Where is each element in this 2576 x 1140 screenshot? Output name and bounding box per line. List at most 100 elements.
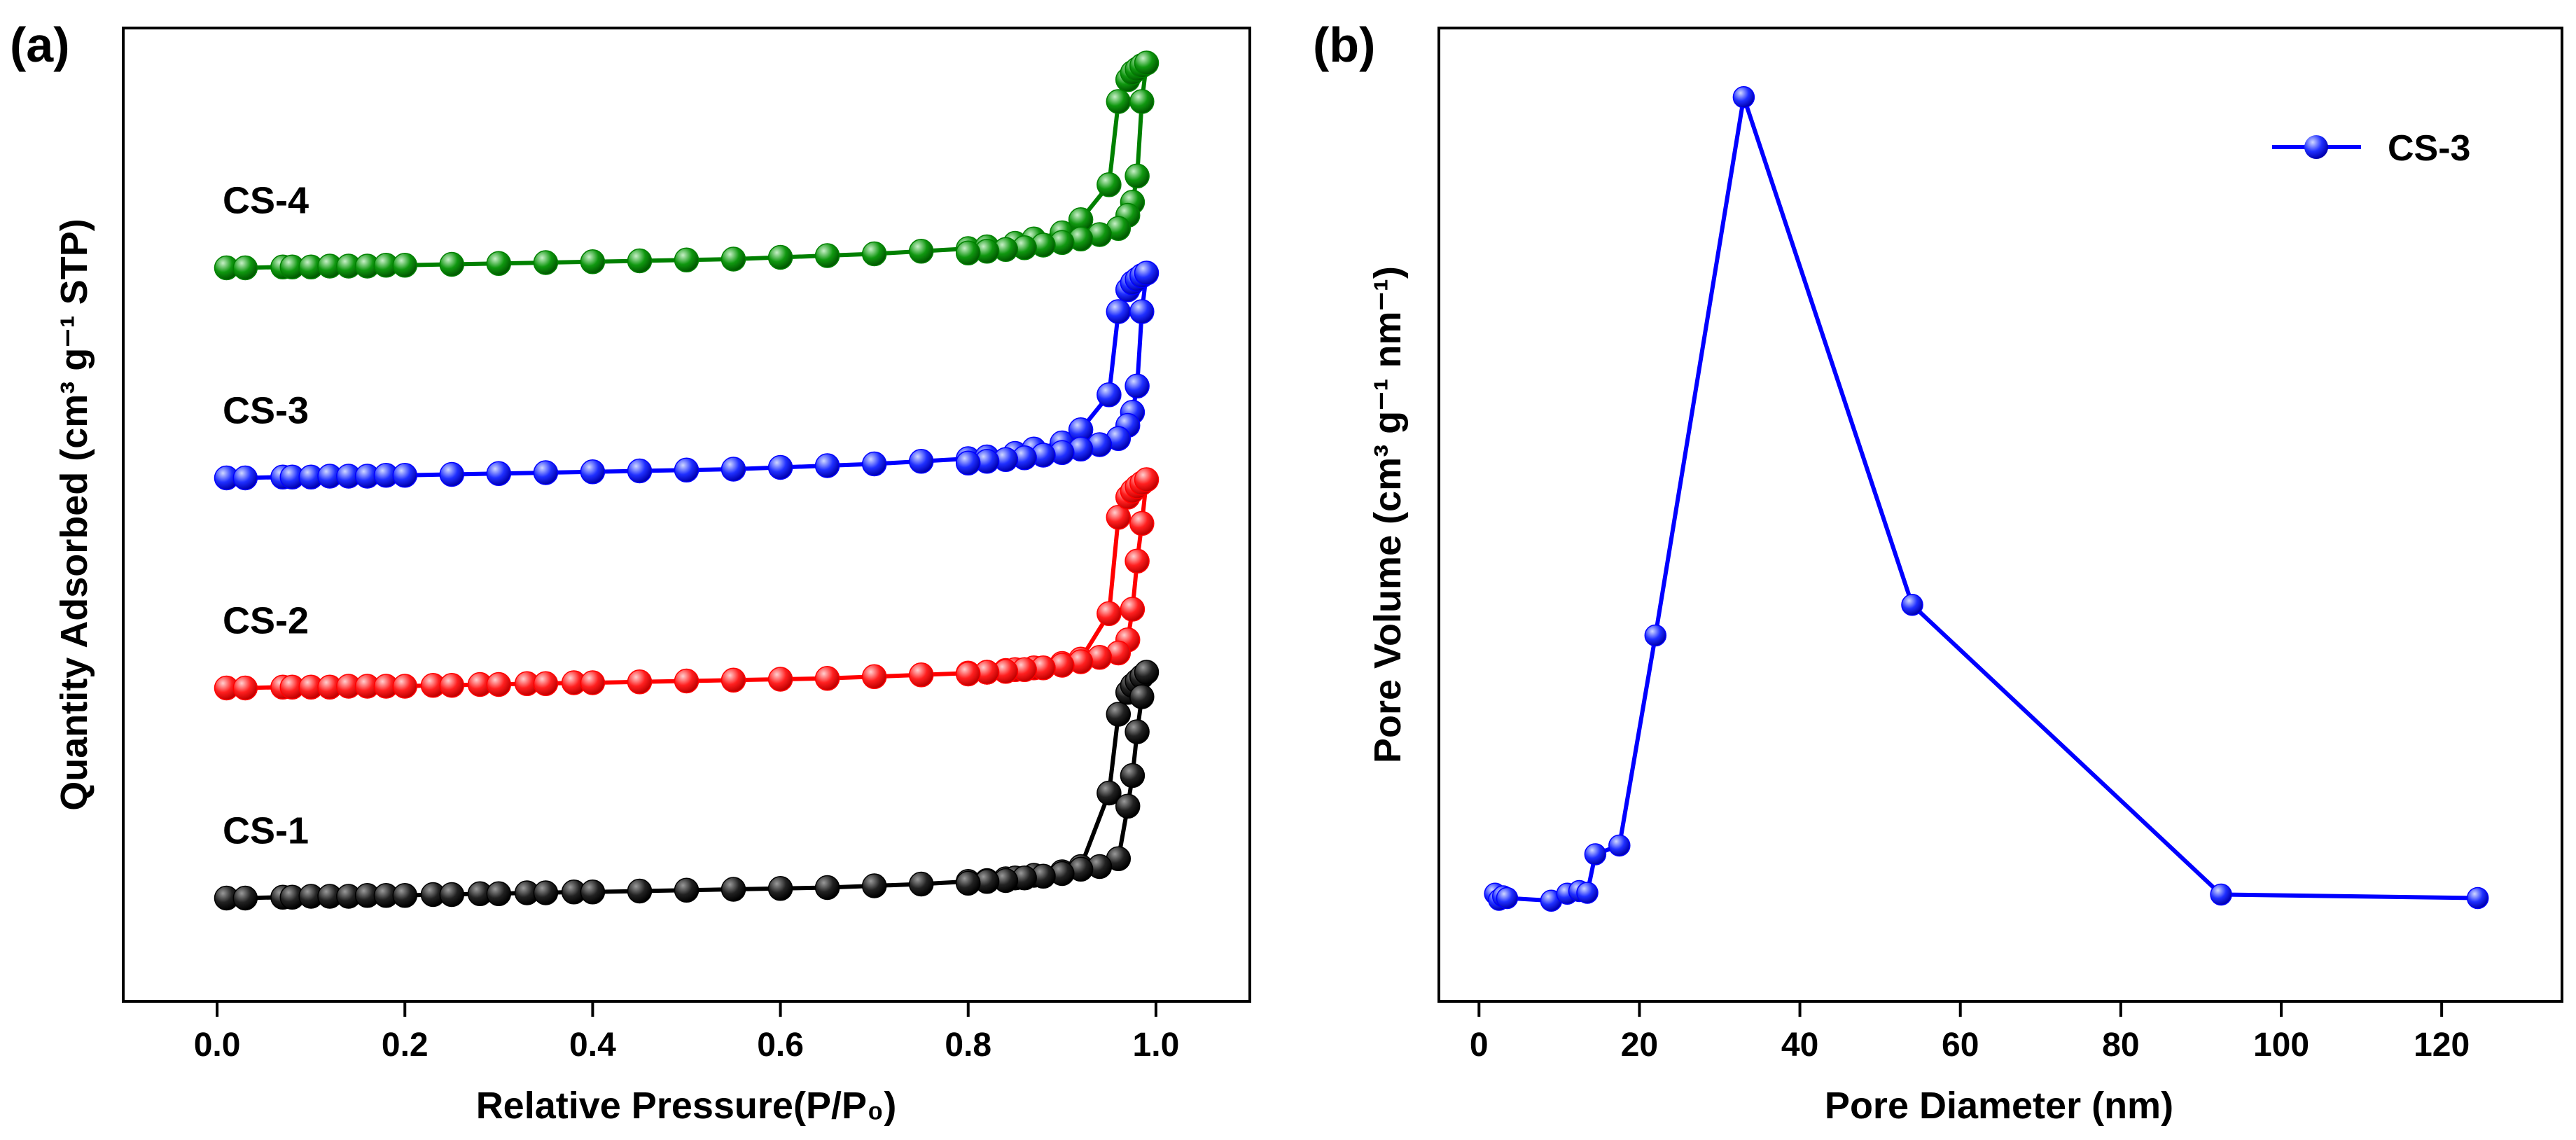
- data-point-cs-1: [1129, 684, 1155, 709]
- data-point-cs-1: [814, 875, 840, 901]
- x-tick-label: 20: [1621, 1027, 1658, 1064]
- panel-a-x-axis-title: Relative Pressure(P/P₀): [476, 1085, 897, 1127]
- series-label-cs-4: CS-4: [223, 180, 309, 222]
- data-point-cs-4: [814, 243, 840, 268]
- data-point-cs-4: [1129, 89, 1155, 114]
- data-point-cs-4: [908, 239, 934, 264]
- data-point-cs-1: [1115, 793, 1141, 819]
- data-point-cs-2: [720, 667, 746, 693]
- panel-a-x-axis: 0.0 0.2 0.4 0.6 0.8 1.0: [194, 1001, 1180, 1064]
- data-point-cs-4: [533, 250, 559, 275]
- data-point-cs-1: [767, 876, 793, 901]
- data-point-cs-4: [580, 249, 606, 274]
- data-point-cs-1: [232, 885, 258, 911]
- data-point-cs-2: [861, 664, 887, 690]
- panel-b-plot-area: [1484, 86, 2489, 912]
- data-point-cs-1: [861, 873, 887, 898]
- legend-marker: [2304, 135, 2328, 159]
- data-point-cs-3: [861, 451, 887, 477]
- data-point-cs-3: [908, 449, 934, 474]
- data-point-cs-3: [1496, 887, 1519, 910]
- data-point-cs-3: [955, 450, 981, 476]
- panel-b-legend: CS-3: [2272, 128, 2470, 169]
- data-point-cs-3: [1732, 86, 1755, 109]
- data-point-cs-4: [674, 247, 699, 273]
- x-tick-label: 0: [1470, 1027, 1489, 1064]
- data-point-cs-3: [2466, 887, 2489, 910]
- data-point-cs-1: [1096, 780, 1122, 806]
- data-point-cs-3: [232, 465, 258, 491]
- data-point-cs-4: [955, 240, 981, 266]
- data-point-cs-4: [1106, 89, 1132, 114]
- data-point-cs-2: [767, 667, 793, 692]
- series-cs-2: [214, 467, 1160, 701]
- series-cs-1: [214, 660, 1160, 911]
- data-point-cs-4: [1096, 172, 1122, 197]
- data-point-cs-2: [580, 670, 606, 695]
- data-point-cs-3: [392, 463, 418, 488]
- data-point-cs-1: [1134, 660, 1160, 685]
- panel-a: (a) 0.0 0.2 0.4 0.6 0.8 1.0 CS-1CS-2CS-3CS-4 …: [10, 18, 1251, 1127]
- data-point-cs-2: [908, 662, 934, 688]
- series-cs-4: [214, 50, 1160, 281]
- data-point-cs-4: [861, 241, 887, 267]
- data-point-cs-1: [392, 883, 418, 908]
- data-point-cs-3: [720, 457, 746, 482]
- x-tick-label: 60: [1942, 1027, 1979, 1064]
- data-point-cs-2: [1096, 601, 1122, 627]
- panel-b: (b) 0 20 40 60 80 100 120 CS-3 Pore Diameter (…: [1313, 18, 2563, 1127]
- x-tick-label: 120: [2414, 1027, 2470, 1064]
- panel-a-plot-area: [214, 50, 1160, 911]
- series-cs-3: [214, 260, 1160, 491]
- x-tick-label: 1.0: [1133, 1027, 1180, 1064]
- data-point-cs-1: [627, 878, 653, 904]
- data-point-cs-3: [1129, 299, 1155, 324]
- data-point-cs-3: [1901, 594, 1923, 616]
- data-point-cs-4: [767, 244, 793, 270]
- panel-b-y-axis-title: Pore Volume (cm³ g⁻¹ nm⁻¹): [1367, 266, 1409, 763]
- series-label-cs-1: CS-1: [223, 810, 309, 852]
- data-point-cs-2: [674, 668, 699, 694]
- x-tick-label: 80: [2102, 1027, 2139, 1064]
- panel-a-frame: [122, 27, 1251, 1003]
- data-point-cs-1: [720, 877, 746, 902]
- data-point-cs-4: [392, 253, 418, 278]
- data-point-cs-3: [1644, 624, 1667, 647]
- data-point-cs-3: [1584, 843, 1607, 866]
- series-line-cs-1: [226, 670, 1149, 901]
- panel-b-x-axis-title: Pore Diameter (nm): [1825, 1085, 2173, 1127]
- data-point-cs-1: [674, 877, 699, 903]
- series-label-cs-2: CS-2: [223, 600, 309, 642]
- data-point-cs-3: [486, 461, 512, 487]
- series-cs-3: [1484, 86, 2489, 912]
- series-line-cs-2: [226, 478, 1149, 690]
- panel-b-x-axis: 0 20 40 60 80 100 120: [1470, 1001, 2470, 1064]
- data-point-cs-2: [1129, 510, 1155, 536]
- data-point-cs-3: [814, 453, 840, 478]
- data-point-cs-4: [1134, 50, 1160, 76]
- data-point-cs-1: [533, 880, 559, 905]
- data-point-cs-4: [720, 246, 746, 272]
- legend-label-cs-3: CS-3: [2388, 128, 2470, 169]
- data-point-cs-1: [908, 871, 934, 897]
- data-point-cs-3: [674, 457, 699, 483]
- data-point-cs-2: [486, 672, 512, 697]
- data-point-cs-2: [955, 661, 981, 687]
- data-point-cs-1: [1125, 719, 1150, 744]
- x-tick-label: 0.8: [945, 1027, 991, 1064]
- x-tick-label: 0.0: [194, 1027, 241, 1064]
- data-point-cs-2: [1125, 548, 1150, 574]
- series-label-cs-3: CS-3: [223, 390, 309, 432]
- data-point-cs-4: [627, 248, 653, 274]
- data-point-cs-1: [1106, 702, 1132, 727]
- panel-a-y-axis-title: Quantity Adsorbed (cm³ g⁻¹ STP): [53, 218, 95, 811]
- data-point-cs-4: [232, 255, 258, 281]
- data-point-cs-4: [486, 251, 512, 277]
- data-point-cs-2: [1106, 505, 1132, 530]
- data-point-cs-3: [1608, 834, 1631, 857]
- data-point-cs-2: [1120, 597, 1146, 622]
- x-tick-label: 100: [2253, 1027, 2309, 1064]
- data-point-cs-1: [486, 881, 512, 907]
- data-point-cs-3: [1106, 299, 1132, 324]
